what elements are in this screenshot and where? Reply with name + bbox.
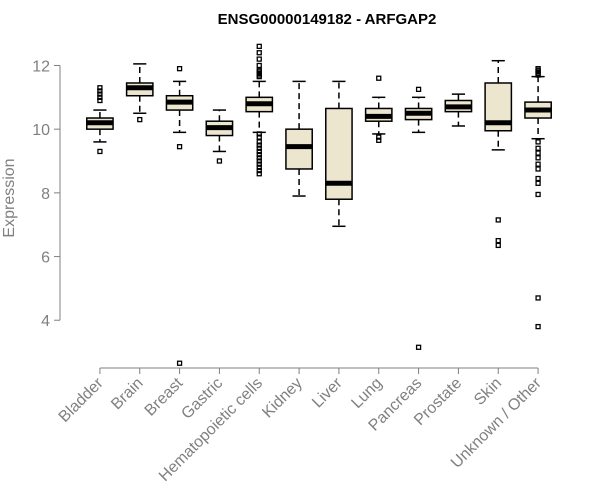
x-tick-label: Kidney: [259, 375, 306, 422]
y-tick-label: 10: [32, 122, 50, 139]
outlier-point: [256, 62, 262, 69]
outlier-point: [535, 323, 541, 330]
box-brain: [125, 63, 154, 123]
y-tick-label: 8: [41, 186, 50, 203]
outlier-point: [535, 166, 541, 172]
box-hematopoietic-cells: [245, 43, 274, 177]
outlier-point: [415, 344, 422, 350]
outlier-point: [176, 360, 183, 366]
outlier-point: [256, 155, 262, 161]
outlier-point: [97, 148, 103, 155]
box-lung: [364, 75, 393, 143]
chart-title: ENSG00000149182 - ARFGAP2: [218, 11, 437, 28]
outlier-point: [376, 134, 382, 140]
outlier-point: [495, 242, 501, 249]
outlier-point: [535, 139, 541, 145]
outlier-point: [535, 191, 541, 198]
outlier-point: [535, 161, 541, 167]
x-tick-label: Liver: [309, 374, 346, 411]
outlier-point: [256, 145, 262, 151]
outlier-point: [535, 180, 541, 186]
outlier-point: [256, 151, 262, 158]
outlier-point: [535, 66, 541, 72]
outlier-point: [256, 161, 262, 167]
box-unknown-other: [524, 66, 552, 330]
box-kidney: [285, 80, 313, 197]
x-tick-label: Skin: [471, 375, 505, 409]
outlier-point: [256, 134, 262, 140]
outlier-point: [256, 131, 262, 137]
outlier-point: [97, 85, 103, 91]
y-axis: 4 6 8 10 12: [32, 58, 61, 330]
outlier-point: [535, 155, 541, 161]
box-bladder: [86, 85, 114, 155]
outlier-point: [256, 158, 262, 164]
y-tick-label: 6: [41, 250, 50, 267]
outlier-point: [256, 43, 262, 50]
outlier-point: [535, 150, 541, 156]
box-skin: [484, 59, 513, 249]
outlier-point: [97, 88, 103, 94]
outlier-point: [176, 66, 183, 72]
outlier-point: [535, 175, 541, 182]
outlier-point: [535, 145, 541, 151]
box-gastric: [205, 109, 234, 164]
outlier-point: [495, 237, 501, 244]
outlier-point: [256, 139, 262, 145]
outlier-point: [216, 158, 223, 164]
outlier-point: [256, 50, 262, 56]
box-prostate: [444, 93, 473, 127]
outlier-point: [256, 142, 262, 148]
outlier-point: [97, 91, 103, 97]
outlier-point: [256, 167, 262, 174]
outlier-point: [535, 295, 541, 301]
box-series: [86, 43, 552, 366]
outlier-point: [415, 86, 422, 93]
outlier-point: [376, 137, 382, 143]
x-tick-label: Lung: [348, 375, 385, 412]
outlier-point: [97, 94, 103, 100]
outlier-point: [376, 75, 382, 81]
y-axis-label: Expression: [1, 158, 18, 237]
outlier-point: [256, 56, 262, 62]
outlier-point: [256, 148, 262, 155]
y-tick-label: 12: [32, 58, 50, 75]
outlier-point: [256, 171, 262, 177]
outlier-point: [176, 144, 183, 150]
x-tick-label: Bladder: [56, 374, 107, 425]
y-tick-label: 4: [41, 313, 50, 330]
outlier-point: [256, 67, 262, 73]
outlier-point: [256, 164, 262, 171]
box-liver: [325, 80, 353, 228]
outlier-point: [495, 217, 501, 223]
box-pancreas: [404, 86, 433, 350]
box-breast: [165, 66, 194, 366]
outlier-point: [97, 97, 103, 104]
outlier-point: [137, 116, 143, 123]
